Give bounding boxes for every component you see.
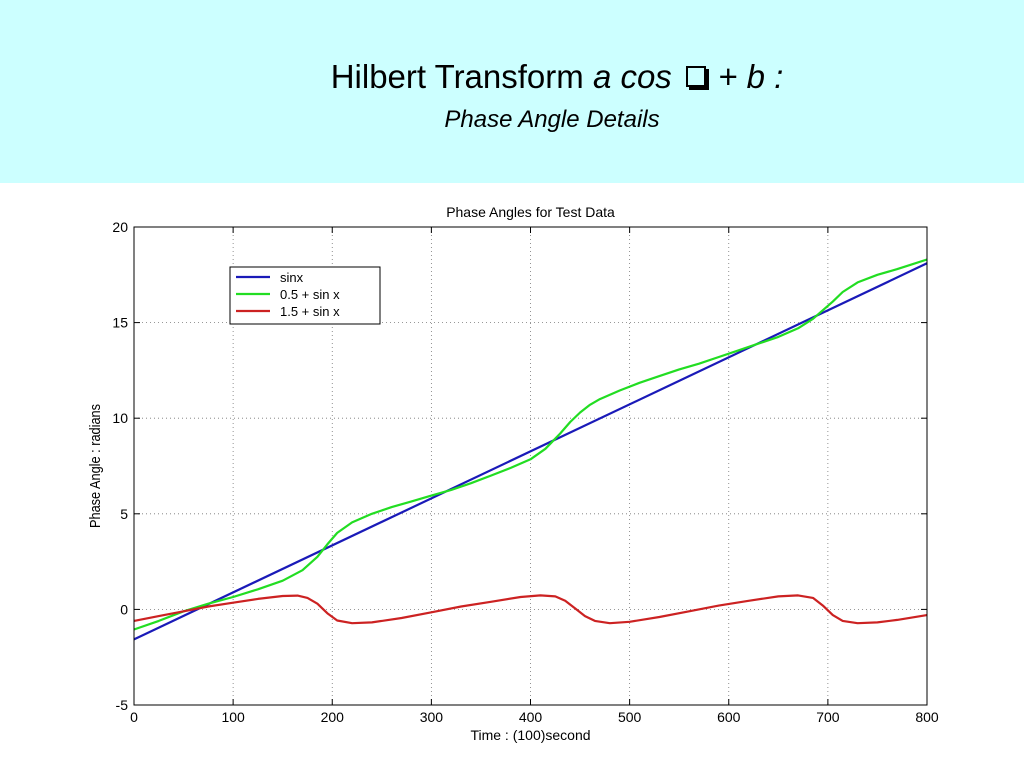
chart-legend: sinx 0.5 + sin x 1.5 + sin x — [229, 266, 381, 325]
legend-label-2: 0.5 + sin x — [280, 287, 340, 302]
slide-title-text: Hilbert Transform — [330, 58, 593, 95]
legend-label-1: sinx — [280, 270, 304, 285]
theta-symbol-icon — [685, 66, 706, 87]
legend-label-3: 1.5 + sin x — [280, 304, 340, 319]
x-tick-label: 500 — [618, 709, 642, 725]
y-axis-label: Phase Angle : radians — [87, 404, 104, 528]
title-banner — [0, 0, 1024, 183]
y-tick-label: 10 — [112, 410, 128, 426]
x-tick-label: 400 — [519, 709, 543, 725]
series-line-2 — [133, 258, 928, 631]
x-tick-label: 600 — [717, 709, 741, 725]
y-tick-label: -5 — [116, 697, 129, 713]
y-tick-label: 20 — [112, 219, 128, 235]
chart-title: Phase Angles for Test Data — [446, 204, 615, 220]
slide-title-expr-a: a cos — [592, 58, 681, 95]
chart-series — [133, 258, 928, 641]
y-tick-label: 0 — [120, 601, 128, 617]
series-line-1 — [133, 262, 928, 641]
slide-title-colon: : — [774, 58, 784, 95]
x-tick-label: 100 — [221, 709, 245, 725]
x-tick-label: 800 — [915, 709, 939, 725]
y-tick-label: 15 — [112, 315, 128, 331]
x-tick-label: 200 — [321, 709, 345, 725]
x-tick-label: 700 — [816, 709, 840, 725]
x-tick-label: 300 — [420, 709, 444, 725]
slide-title-expr-b: + b — [708, 58, 775, 95]
series-line-3 — [133, 594, 928, 625]
x-tick-label: 0 — [130, 709, 138, 725]
slide-subtitle: Phase Angle Details — [444, 106, 660, 133]
x-axis-label: Time : (100)second — [470, 727, 590, 743]
y-tick-label: 5 — [120, 506, 128, 522]
slide-title: Hilbert Transform a cos + b : — [0, 58, 1024, 96]
